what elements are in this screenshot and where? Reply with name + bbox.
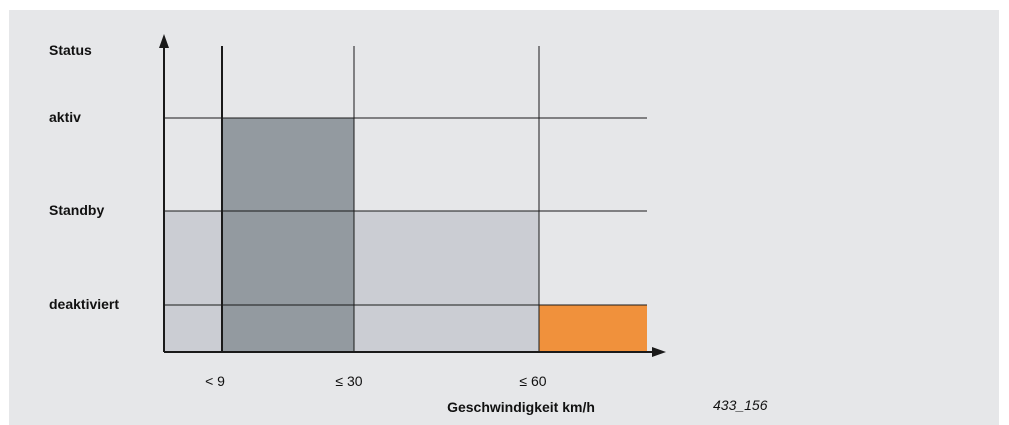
tick-label-lt9: < 9 — [205, 373, 225, 389]
status-speed-diagram: Status aktiv Standby deaktiviert < 9 ≤ 3… — [49, 34, 768, 415]
tick-label-le30: ≤ 30 — [335, 373, 362, 389]
label-deaktiviert: deaktiviert — [49, 296, 119, 312]
figure-id: 433_156 — [713, 397, 768, 413]
x-axis-arrow — [652, 347, 666, 357]
y-axis-title: Status — [49, 42, 92, 58]
label-standby: Standby — [49, 202, 104, 218]
standby-region-mid — [354, 211, 539, 352]
x-axis-title: Geschwindigkeit km/h — [447, 399, 595, 415]
diagram-panel: Status aktiv Standby deaktiviert < 9 ≤ 3… — [9, 10, 999, 425]
y-axis-arrow — [159, 34, 169, 48]
deaktiviert-region — [539, 305, 647, 352]
tick-label-le60: ≤ 60 — [519, 373, 546, 389]
standby-region-low — [164, 211, 222, 352]
aktiv-region — [222, 118, 354, 352]
label-aktiv: aktiv — [49, 109, 81, 125]
